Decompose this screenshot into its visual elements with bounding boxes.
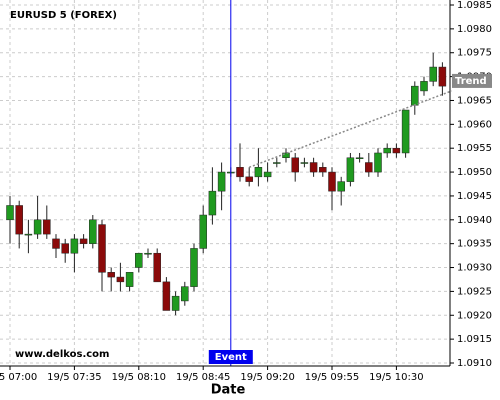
candle-body (254, 167, 263, 178)
y-tick-label: 1.0950 (457, 167, 492, 178)
y-tick-label: 1.0965 (457, 95, 492, 106)
candle-body (208, 190, 217, 216)
candle-body (107, 272, 115, 278)
candle-body (162, 281, 171, 311)
candle-body (300, 162, 309, 164)
y-tick-label: 1.0930 (457, 263, 492, 274)
candle-body (79, 238, 88, 244)
y-tick-label: 1.0980 (457, 24, 492, 35)
y-tick-label: 1.0975 (457, 48, 492, 59)
candle-body (346, 157, 355, 182)
candle-body (181, 286, 189, 302)
x-tick-label: 19/5 10:30 (369, 372, 423, 383)
event-label-box (208, 350, 253, 364)
candle-body (245, 176, 253, 182)
candle-body (328, 171, 336, 192)
candle-body (420, 81, 428, 92)
x-tick-label: 19/5 08:45 (176, 372, 230, 383)
marks (6, 0, 452, 366)
candle-body (33, 219, 42, 235)
candle-body (236, 167, 244, 178)
x-tick-label: 19/5 09:55 (305, 372, 359, 383)
y-tick-label: 1.0960 (457, 119, 492, 130)
trend-line (248, 90, 452, 168)
candle-body (319, 167, 327, 173)
candle-body (273, 162, 281, 164)
candle-body (291, 157, 299, 173)
candle-body (411, 85, 419, 106)
x-tick-label: 19/5 09:20 (240, 372, 294, 383)
y-tick-label: 1.0910 (457, 358, 492, 369)
candle-body (392, 147, 401, 154)
candle-body (144, 252, 152, 255)
y-tick-label: 1.0935 (457, 239, 492, 250)
trend-label: Trend (455, 76, 487, 87)
candle-body (15, 205, 23, 235)
y-tick-label: 1.0955 (457, 143, 492, 154)
candle-body (217, 171, 226, 192)
candle-body (24, 233, 33, 236)
candle-body (153, 252, 161, 283)
candle-body (171, 295, 180, 311)
x-axis-title: Date (211, 383, 246, 398)
trend-label-box (452, 73, 492, 88)
candle-body (52, 238, 60, 249)
candle-body (383, 147, 391, 154)
y-tick-label: 1.0940 (457, 215, 492, 226)
candle-body (61, 243, 69, 254)
candle-body (6, 205, 14, 221)
candle-body (429, 66, 437, 82)
event-label: Event (215, 352, 247, 363)
candle-body (199, 214, 207, 249)
y-tick-label: 1.0920 (457, 310, 492, 321)
y-tick-label: 1.0915 (457, 334, 492, 345)
candle-body (337, 181, 345, 192)
candle-body (135, 252, 143, 268)
x-tick-label: 19/5 07:00 (0, 372, 37, 383)
y-tick-label: 1.0925 (457, 286, 492, 297)
chart-title: EURUSD 5 (FOREX) (10, 10, 117, 21)
candle-body (282, 152, 290, 158)
y-tick-label: 1.0945 (457, 191, 492, 202)
x-tick-label: 19/5 08:10 (112, 372, 166, 383)
candle-body (438, 66, 447, 87)
watermark: www.delkos.com (15, 349, 109, 360)
candle-body (374, 152, 382, 173)
candle-body (98, 224, 106, 273)
candle-body (263, 171, 272, 178)
candle-body (365, 162, 373, 173)
candle-body (89, 219, 97, 244)
candle-body (355, 157, 364, 159)
candle-body (401, 109, 410, 154)
candle-body (190, 248, 198, 287)
y-tick-label: 1.0985 (457, 0, 492, 11)
candle-body (309, 162, 318, 173)
candle-body (43, 219, 51, 235)
candle-body (116, 276, 125, 283)
x-tick-label: 19/5 07:35 (47, 372, 101, 383)
candle-body (70, 238, 79, 254)
candle-body (125, 272, 134, 287)
